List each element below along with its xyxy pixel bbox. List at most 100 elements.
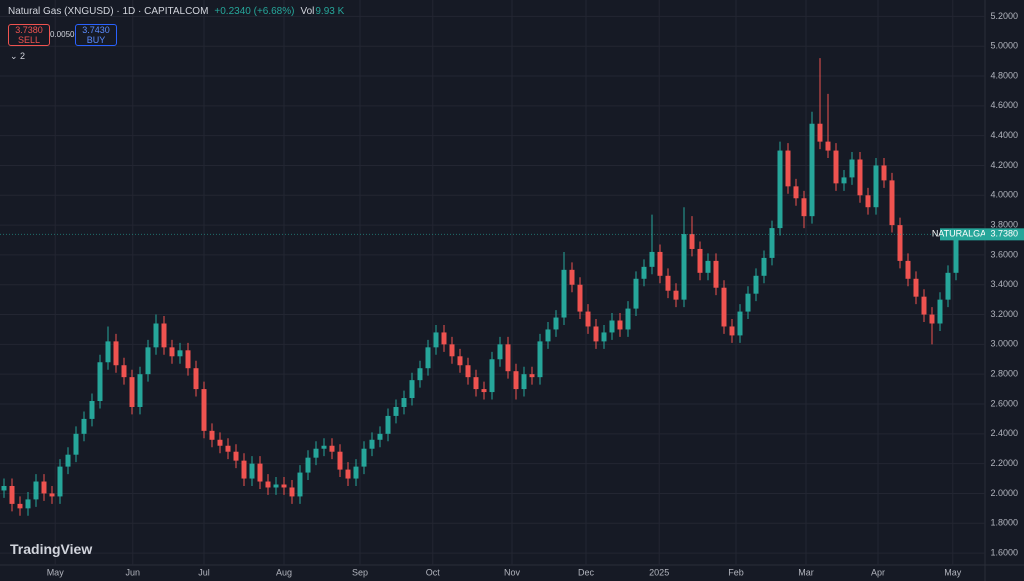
- candle-body: [153, 323, 159, 348]
- change: +0.2340 (+6.68%): [214, 6, 295, 17]
- spread: 0.0050: [50, 30, 75, 39]
- y-tick-label: 2.6000: [990, 398, 1018, 408]
- candle-body: [121, 365, 127, 378]
- candle-body: [545, 329, 551, 342]
- candle-body: [193, 368, 199, 390]
- x-tick-label: May: [944, 567, 962, 577]
- candle-body: [505, 344, 511, 372]
- candle-body: [625, 308, 631, 330]
- candle-body: [449, 344, 455, 357]
- chart-title[interactable]: Natural Gas (XNGUSD) · 1D · CAPITALCOM: [8, 6, 209, 17]
- candle-body: [913, 278, 919, 297]
- candle-body: [137, 374, 143, 407]
- candle-body: [521, 374, 527, 390]
- candle-body: [305, 457, 311, 473]
- candle-body: [593, 326, 599, 342]
- candle-body: [737, 311, 743, 336]
- indicators-toggle[interactable]: ⌄ 2: [10, 51, 26, 61]
- candle-body: [801, 198, 807, 217]
- candle-body: [209, 430, 215, 440]
- candle-body: [769, 228, 775, 258]
- candle-body: [825, 141, 831, 151]
- candle-body: [945, 272, 951, 300]
- y-tick-label: 1.8000: [990, 518, 1018, 528]
- candle-body: [345, 469, 351, 479]
- candle-body: [273, 484, 279, 488]
- candle-body: [489, 359, 495, 393]
- candle-body: [105, 341, 111, 363]
- candle-body: [641, 266, 647, 279]
- candle-body: [753, 275, 759, 294]
- buy-button[interactable]: 3.7430 BUY: [75, 24, 117, 46]
- candle-body: [841, 177, 847, 184]
- candle-body: [321, 445, 327, 449]
- candle-body: [577, 284, 583, 312]
- candle-body: [17, 503, 23, 509]
- candle-body: [145, 347, 151, 375]
- candle-body: [609, 320, 615, 333]
- x-tick-label: 2025: [649, 567, 669, 577]
- indicators-count: 2: [20, 51, 26, 61]
- candle-body: [793, 186, 799, 199]
- x-tick-label: Sep: [352, 567, 368, 577]
- candle-body: [601, 332, 607, 342]
- candle-body: [457, 356, 463, 366]
- candle-body: [785, 150, 791, 187]
- candle-body: [89, 401, 95, 419]
- candle-body: [169, 347, 175, 357]
- candle-body: [673, 290, 679, 300]
- candle-body: [417, 368, 423, 381]
- symbol-tag: [940, 228, 985, 241]
- candle-body: [9, 485, 15, 504]
- candle-body: [161, 323, 167, 348]
- y-tick-label: 3.2000: [990, 309, 1018, 319]
- y-tick-label: 5.2000: [990, 11, 1018, 21]
- symbol-label: NATURALGAS: [932, 229, 992, 239]
- candle-body: [529, 374, 535, 378]
- candle-body: [385, 415, 391, 434]
- y-tick-label: 3.0000: [990, 339, 1018, 349]
- candle-body: [777, 150, 783, 229]
- sell-price: 3.7380: [15, 25, 43, 35]
- candle-body: [497, 344, 503, 360]
- candle-body: [97, 362, 103, 402]
- y-tick-label: 4.6000: [990, 100, 1018, 110]
- candle-body: [569, 269, 575, 285]
- x-tick-label: Oct: [426, 567, 441, 577]
- candle-body: [433, 332, 439, 348]
- candle-body: [681, 234, 687, 300]
- candle-body: [1, 485, 7, 491]
- candle-body: [289, 487, 295, 497]
- candle-body: [297, 472, 303, 497]
- candle-body: [857, 159, 863, 196]
- y-tick-label: 4.8000: [990, 70, 1018, 80]
- candle-body: [257, 463, 263, 482]
- y-tick-label: 2.0000: [990, 488, 1018, 498]
- candle-body: [361, 448, 367, 467]
- price-axis: [985, 0, 1024, 581]
- candle-body: [313, 448, 319, 458]
- candle-body: [561, 269, 567, 318]
- candle-body: [217, 439, 223, 446]
- candle-body: [897, 225, 903, 261]
- candle-body: [49, 493, 55, 497]
- sell-button[interactable]: 3.7380 SELL: [8, 24, 50, 46]
- y-tick-label: 1.6000: [990, 547, 1018, 557]
- volume-label: Vol: [300, 6, 315, 17]
- y-tick-label: 3.4000: [990, 279, 1018, 289]
- x-tick-label: Jun: [126, 567, 141, 577]
- candle-body: [873, 165, 879, 208]
- candle-body: [921, 296, 927, 315]
- candle-body: [889, 180, 895, 226]
- candle-body: [33, 481, 39, 500]
- x-tick-label: Nov: [504, 567, 521, 577]
- candle-body: [713, 260, 719, 288]
- candle-body: [425, 347, 431, 369]
- candle-body: [81, 418, 87, 434]
- candle-body: [473, 377, 479, 390]
- candle-body: [617, 320, 623, 330]
- y-tick-label: 2.2000: [990, 458, 1018, 468]
- candle-body: [409, 380, 415, 399]
